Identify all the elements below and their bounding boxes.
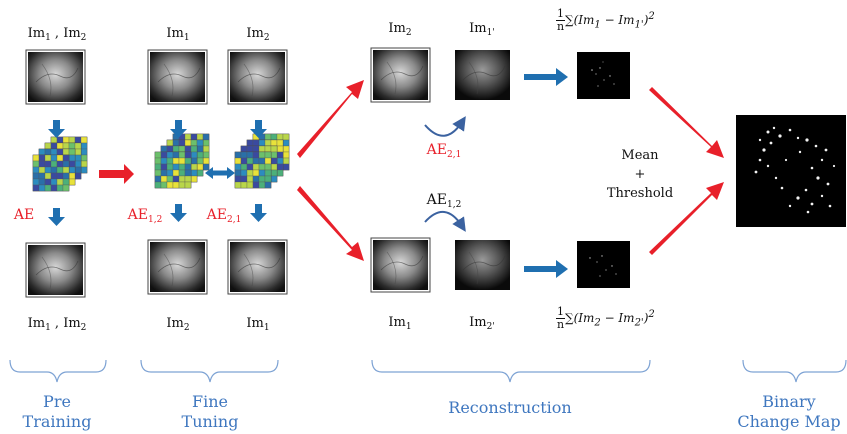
stage-label-binary-change-map: Binary Change Map — [737, 392, 841, 431]
brace-pre-training — [9, 359, 107, 383]
blue-down-arrows — [48, 120, 267, 226]
label-ae: AE — [13, 207, 35, 223]
curve-arrow-bottom — [424, 211, 466, 232]
arrow-red-bottom-to-binary — [649, 182, 724, 255]
label-rec-bottom-left: Im1 — [388, 315, 412, 332]
arrow-down-ft-4 — [250, 204, 267, 222]
image-rec-top-output — [455, 50, 510, 100]
difference-map-top — [577, 52, 630, 99]
label-rec-bottom-right: Im2' — [469, 315, 495, 332]
label-ft-bottom-left: Im2 — [166, 316, 190, 333]
label-ft-bottom-right: Im1 — [246, 316, 270, 333]
formula-top: 1 n ∑(Im1 − Im1')2 — [556, 7, 655, 33]
formula-bottom: 1 n ∑(Im2 − Im2')2 — [556, 305, 655, 331]
curve-arrow-top — [424, 116, 466, 137]
arrow-red-pre-to-fine — [99, 164, 134, 184]
label-ft-top-left: Im1 — [166, 26, 190, 43]
blue-right-arrows — [524, 68, 568, 278]
arrow-red-top-to-binary — [649, 87, 724, 158]
brace-reconstruction — [371, 359, 651, 383]
arrow-down-ft-1 — [170, 120, 187, 138]
arrow-red-to-bottom-recon — [297, 186, 364, 261]
feature-stack-ae-1-2 — [154, 133, 210, 189]
label-rec-ae-1-2: AE1,2 — [426, 192, 462, 210]
image-finetune-input-2 — [227, 49, 288, 105]
image-finetune-input-1 — [147, 49, 208, 105]
arrow-down-ft-3 — [170, 204, 187, 222]
double-arrow — [205, 167, 235, 179]
brace-fine-tuning — [140, 359, 279, 383]
label-ae-2-1: AE2,1 — [206, 207, 242, 225]
feature-stack-pretrain — [32, 136, 88, 192]
red-arrows — [99, 80, 724, 261]
stage-braces — [9, 359, 847, 383]
label-rec-ae-2-1: AE2,1 — [426, 142, 462, 160]
stage-label-pre-training: Pre Training — [22, 392, 92, 431]
feature-stack-ae-2-1 — [234, 133, 290, 189]
image-finetune-output-2 — [227, 239, 288, 295]
label-ae-1-2: AE1,2 — [127, 207, 163, 225]
binary-change-map — [736, 115, 846, 227]
image-pretrain-output — [25, 242, 86, 298]
arrow-right-bottom — [524, 260, 568, 278]
difference-map-bottom — [577, 241, 630, 288]
label-pre-bottom: Im1 , Im2 — [27, 316, 87, 333]
label-pre-top: Im1 , Im2 — [27, 26, 87, 43]
curved-arrows — [424, 116, 466, 232]
arrow-down-ft-2 — [250, 120, 267, 138]
arrow-red-to-top-recon — [297, 80, 364, 158]
arrow-down-pre-2 — [48, 208, 65, 226]
image-pretrain-input — [25, 49, 86, 105]
label-rec-top-left: Im2 — [388, 21, 412, 38]
brace-binary-change-map — [742, 359, 847, 383]
arrow-down-pre-1 — [48, 120, 65, 138]
arrow-right-top — [524, 68, 568, 86]
image-rec-top-input — [370, 47, 431, 103]
stage-label-reconstruction: Reconstruction — [448, 398, 572, 417]
label-ft-top-right: Im2 — [246, 26, 270, 43]
mean-threshold-label: Mean + Threshold — [606, 148, 674, 201]
image-rec-bottom-output — [455, 240, 510, 290]
image-rec-bottom-input — [370, 237, 431, 293]
stage-label-fine-tuning: Fine Tuning — [181, 392, 239, 431]
image-finetune-output-1 — [147, 239, 208, 295]
label-rec-top-right: Im1' — [469, 21, 495, 38]
